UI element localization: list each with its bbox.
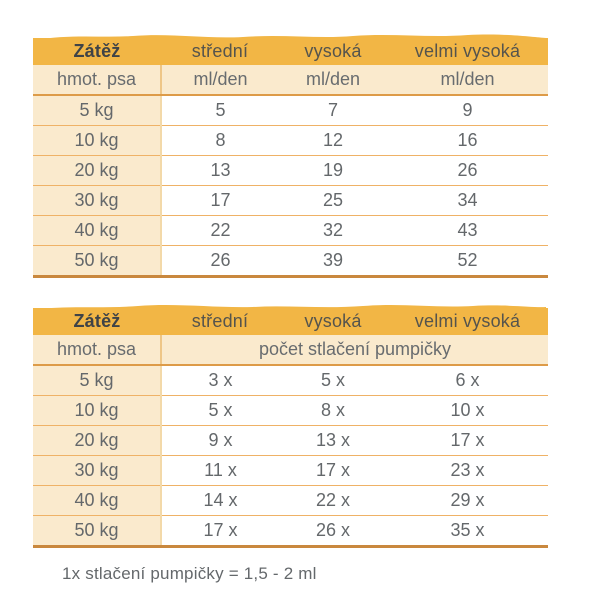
weight-cell: 5 kg — [33, 365, 162, 396]
table-subheader-row: hmot. psa počet stlačení pumpičky — [33, 335, 548, 366]
weight-cell: 40 kg — [33, 215, 162, 246]
unit-cell: ml/den — [279, 65, 387, 96]
footnote: 1x stlačení pumpičky = 1,5 - 2 ml — [62, 564, 317, 583]
weight-cell: 10 kg — [33, 125, 162, 156]
value-cell: 9 — [387, 95, 548, 126]
load-level-cell: střední — [161, 38, 279, 65]
value-cell: 5 x — [279, 365, 387, 396]
ml-per-day-table-section: Zátěž střední vysoká velmi vysoká hmot. … — [33, 34, 548, 278]
value-cell: 8 — [161, 125, 279, 156]
unit-cell: ml/den — [161, 65, 279, 96]
weight-cell: 50 kg — [33, 515, 162, 547]
weight-cell: 30 kg — [33, 185, 162, 216]
weight-cell: 30 kg — [33, 455, 162, 486]
load-level-cell: velmi vysoká — [387, 308, 548, 335]
value-cell: 17 — [161, 185, 279, 216]
load-level-cell: vysoká — [279, 38, 387, 65]
value-cell: 43 — [387, 215, 548, 246]
load-header-cell: Zátěž — [33, 38, 161, 65]
load-level-cell: vysoká — [279, 308, 387, 335]
value-cell: 52 — [387, 245, 548, 277]
table-subheader-row: hmot. psa ml/den ml/den ml/den — [33, 65, 548, 96]
value-cell: 34 — [387, 185, 548, 216]
value-cell: 7 — [279, 95, 387, 126]
value-cell: 13 x — [279, 425, 387, 456]
table-row: 20 kg 13 19 26 — [33, 155, 548, 186]
table-header-row: Zátěž střední vysoká velmi vysoká — [33, 308, 548, 335]
weight-cell: 20 kg — [33, 425, 162, 456]
value-cell: 17 x — [279, 455, 387, 486]
weight-cell: 50 kg — [33, 245, 162, 277]
value-cell: 11 x — [161, 455, 279, 486]
table-row: 50 kg 17 x 26 x 35 x — [33, 515, 548, 547]
table-row: 50 kg 26 39 52 — [33, 245, 548, 277]
value-cell: 29 x — [387, 485, 548, 516]
value-cell: 39 — [279, 245, 387, 277]
value-cell: 3 x — [161, 365, 279, 396]
weight-subheader-cell: hmot. psa — [33, 65, 162, 96]
table-row: 40 kg 14 x 22 x 29 x — [33, 485, 548, 516]
value-cell: 9 x — [161, 425, 279, 456]
value-cell: 8 x — [279, 395, 387, 426]
value-cell: 17 x — [387, 425, 548, 456]
unit-cell: ml/den — [387, 65, 548, 96]
weight-cell: 40 kg — [33, 485, 162, 516]
value-cell: 5 — [161, 95, 279, 126]
value-cell: 5 x — [161, 395, 279, 426]
value-cell: 23 x — [387, 455, 548, 486]
value-cell: 22 x — [279, 485, 387, 516]
value-cell: 14 x — [161, 485, 279, 516]
pump-presses-table: Zátěž střední vysoká velmi vysoká hmot. … — [33, 308, 548, 548]
table-row: 40 kg 22 32 43 — [33, 215, 548, 246]
value-cell: 26 x — [279, 515, 387, 547]
value-cell: 12 — [279, 125, 387, 156]
table-row: 10 kg 8 12 16 — [33, 125, 548, 156]
ml-per-day-table: Zátěž střední vysoká velmi vysoká hmot. … — [33, 38, 548, 278]
value-cell: 25 — [279, 185, 387, 216]
value-cell: 26 — [161, 245, 279, 277]
weight-cell: 5 kg — [33, 95, 162, 126]
weight-cell: 20 kg — [33, 155, 162, 186]
table-row: 5 kg 5 7 9 — [33, 95, 548, 126]
value-cell: 19 — [279, 155, 387, 186]
load-header-cell: Zátěž — [33, 308, 161, 335]
value-cell: 26 — [387, 155, 548, 186]
weight-cell: 10 kg — [33, 395, 162, 426]
value-cell: 17 x — [161, 515, 279, 547]
load-level-cell: velmi vysoká — [387, 38, 548, 65]
value-cell: 32 — [279, 215, 387, 246]
table-row: 20 kg 9 x 13 x 17 x — [33, 425, 548, 456]
value-cell: 13 — [161, 155, 279, 186]
value-cell: 10 x — [387, 395, 548, 426]
value-cell: 22 — [161, 215, 279, 246]
value-cell: 6 x — [387, 365, 548, 396]
table-header-row: Zátěž střední vysoká velmi vysoká — [33, 38, 548, 65]
value-cell: 35 x — [387, 515, 548, 547]
pump-presses-table-section: Zátěž střední vysoká velmi vysoká hmot. … — [33, 305, 548, 548]
value-cell: 16 — [387, 125, 548, 156]
weight-subheader-cell: hmot. psa — [33, 335, 162, 366]
table-row: 30 kg 17 25 34 — [33, 185, 548, 216]
load-level-cell: střední — [161, 308, 279, 335]
span-label-cell: počet stlačení pumpičky — [161, 335, 548, 366]
table-row: 30 kg 11 x 17 x 23 x — [33, 455, 548, 486]
